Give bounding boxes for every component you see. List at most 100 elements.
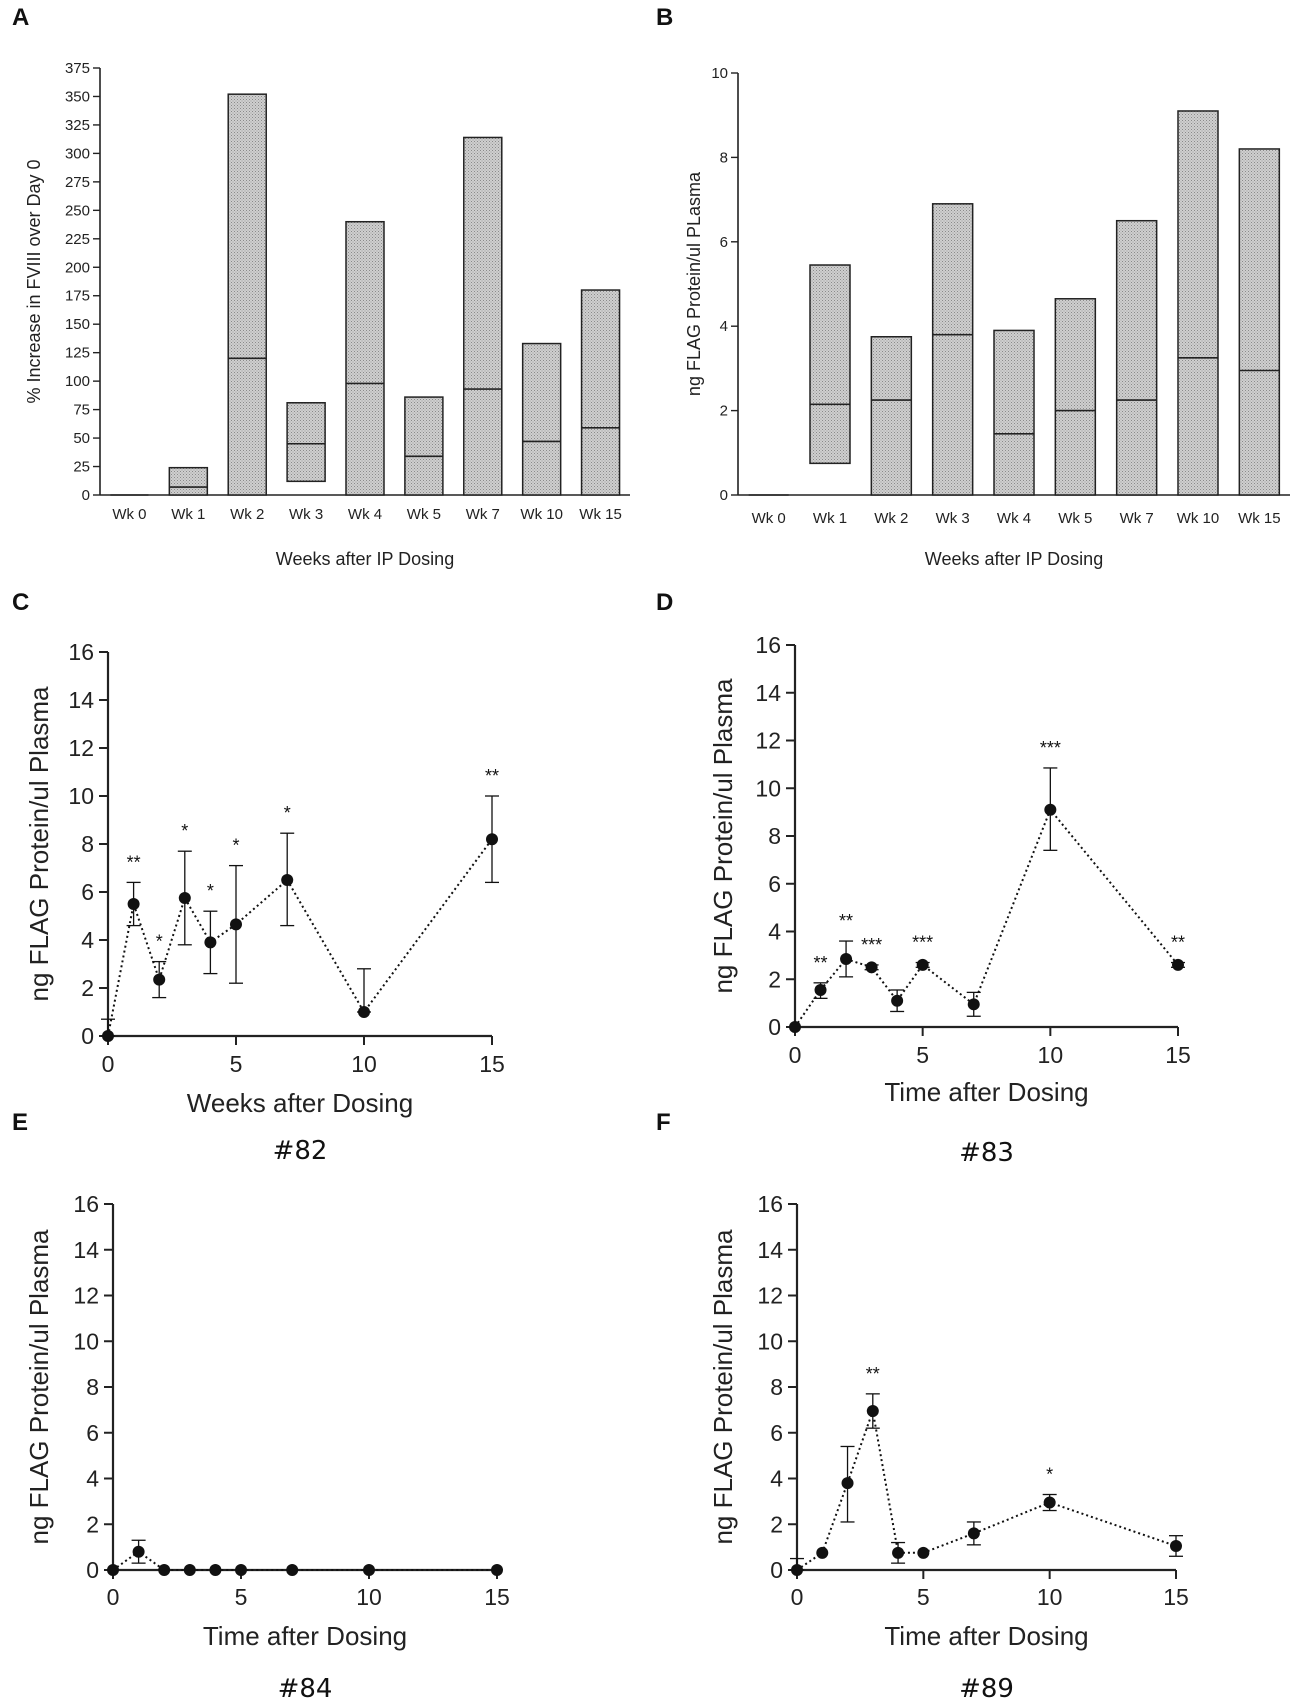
- significance-label: *: [1046, 1465, 1053, 1485]
- data-point: [235, 1564, 247, 1576]
- x-tick-label: 15: [1163, 1584, 1189, 1610]
- significance-label: **: [485, 766, 499, 786]
- x-tick-label: 10: [1038, 1042, 1064, 1068]
- y-tick-label: 8: [81, 831, 94, 857]
- y-tick-label: 75: [73, 402, 90, 419]
- data-point: [358, 1006, 370, 1018]
- y-tick-label: 16: [73, 1191, 99, 1217]
- y-tick-label: 0: [82, 487, 90, 504]
- x-axis-title: Weeks after Dosing: [187, 1088, 413, 1118]
- data-point: [841, 1477, 854, 1490]
- data-point: [789, 1021, 801, 1033]
- y-tick-label: 250: [65, 202, 90, 219]
- y-tick-label: 175: [65, 288, 90, 305]
- y-tick-label: 225: [65, 231, 90, 248]
- y-tick-label: 12: [755, 728, 781, 754]
- x-tick-label: 15: [1165, 1042, 1191, 1068]
- bar: [1115, 219, 1158, 496]
- panel-label: B: [656, 4, 673, 31]
- data-point: [209, 1564, 222, 1576]
- series-line: [794, 807, 1179, 1028]
- x-category-label: Wk 5: [407, 506, 441, 523]
- x-tick-label: 0: [791, 1584, 804, 1610]
- data-point: [127, 898, 140, 910]
- significance-label: *: [207, 881, 214, 901]
- y-tick-label: 0: [720, 487, 728, 504]
- y-tick-label: 375: [65, 60, 90, 77]
- x-axis-title: Weeks after IP Dosing: [925, 549, 1103, 569]
- y-tick-label: 4: [720, 318, 728, 335]
- bar: [404, 396, 444, 496]
- y-tick-label: 4: [81, 927, 94, 953]
- x-category-label: Wk 10: [1177, 510, 1220, 527]
- y-tick-label: 0: [768, 1014, 781, 1040]
- y-tick-label: 25: [73, 459, 90, 476]
- data-point: [286, 1564, 299, 1576]
- panel-A: A 0 25 50 75 100 125 150 175 200 225 250 275 300 325 35…: [12, 4, 630, 569]
- x-axis-title: Time after Dosing: [203, 1621, 407, 1651]
- y-tick-label: 8: [86, 1374, 99, 1400]
- panel-label: F: [656, 1109, 671, 1136]
- x-tick-label: 0: [102, 1051, 115, 1077]
- significance-label: *: [284, 803, 291, 823]
- y-tick-label: 6: [81, 879, 94, 905]
- y-tick-label: 16: [68, 639, 94, 665]
- x-category-label: Wk 10: [520, 506, 563, 523]
- y-tick-label: 0: [81, 1023, 94, 1049]
- y-tick-label: 100: [65, 373, 90, 390]
- x-axis-title: Weeks after IP Dosing: [276, 549, 454, 569]
- x-axis-title: Time after Dosing: [884, 1077, 1088, 1107]
- x-category-label: Wk 4: [348, 506, 382, 523]
- y-tick-label: 0: [770, 1557, 783, 1583]
- x-category-label: Wk 7: [466, 506, 500, 523]
- x-category-label: Wk 0: [112, 506, 146, 523]
- x-tick-label: 0: [107, 1584, 120, 1610]
- data-point: [1170, 1539, 1182, 1552]
- data-point: [967, 998, 980, 1011]
- y-axis-title: ng FLAG Protein/ul Plasma: [24, 686, 54, 1002]
- bar: [580, 289, 621, 496]
- panel-label: D: [656, 589, 673, 616]
- y-tick-label: 6: [86, 1420, 99, 1446]
- x-tick-label: 15: [484, 1584, 510, 1610]
- y-tick-label: 6: [720, 234, 728, 251]
- x-tick-label: 5: [916, 1042, 929, 1068]
- data-point: [204, 936, 217, 949]
- data-point: [281, 874, 294, 886]
- x-category-label: Wk 7: [1120, 510, 1154, 527]
- y-tick-label: 4: [86, 1466, 99, 1492]
- x-category-label: Wk 1: [813, 510, 847, 527]
- significance-label: *: [156, 932, 163, 952]
- significance-label: ***: [861, 935, 882, 955]
- y-tick-label: 2: [768, 966, 781, 992]
- data-point: [840, 952, 853, 965]
- bar: [870, 336, 913, 496]
- panel-B: B 0 2 4 6 8 10 Wk 0 Wk 1 Wk 2 Wk 3 Wk 4 Wk 5 Wk 7 Wk 1…: [656, 4, 1290, 569]
- y-tick-label: 325: [65, 117, 90, 134]
- y-tick-label: 50: [73, 430, 90, 447]
- x-tick-label: 0: [789, 1042, 802, 1068]
- y-tick-label: 12: [73, 1283, 99, 1309]
- x-category-label: Wk 15: [579, 506, 622, 523]
- y-axis-title: ng FLAG Protein/ul Plasma: [708, 1229, 738, 1545]
- y-tick-label: 2: [770, 1511, 783, 1537]
- x-tick-label: 10: [351, 1051, 377, 1077]
- bar: [1054, 298, 1097, 496]
- bar: [463, 136, 503, 496]
- y-tick-label: 2: [81, 975, 94, 1001]
- data-point: [1044, 803, 1057, 816]
- x-category-label: Wk 4: [997, 510, 1031, 527]
- y-tick-label: 0: [86, 1557, 99, 1583]
- panel-label: C: [12, 589, 29, 616]
- y-tick-label: 10: [757, 1328, 783, 1354]
- y-tick-label: 2: [720, 403, 728, 420]
- y-tick-label: 16: [757, 1191, 783, 1217]
- data-point: [107, 1564, 119, 1576]
- data-point: [892, 1546, 905, 1559]
- y-tick-label: 150: [65, 316, 90, 333]
- data-point: [891, 994, 904, 1007]
- y-axis-title: ng FLAG Protein/ul Plasma: [24, 1229, 54, 1545]
